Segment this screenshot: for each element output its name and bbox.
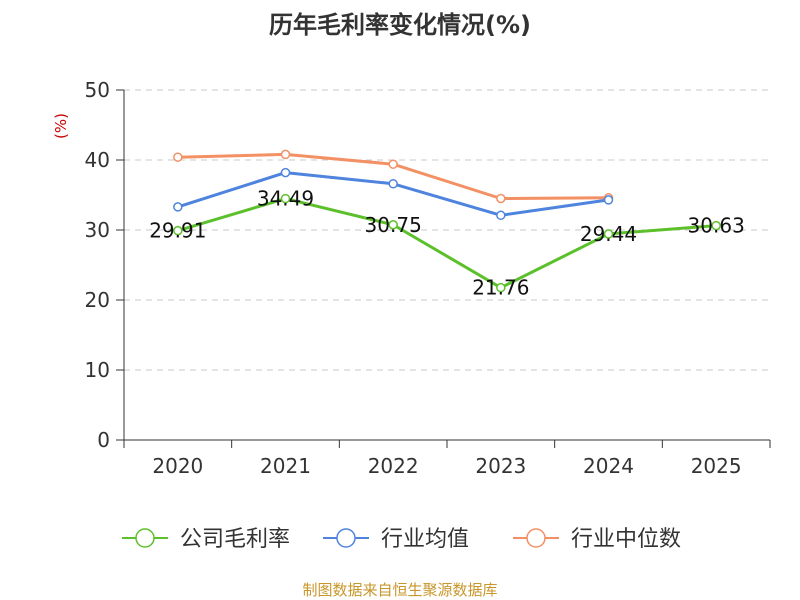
y-tick-label: 40 (85, 148, 110, 172)
data-label: 34.49 (257, 187, 314, 211)
series-line (177, 171, 609, 217)
legend-marker-icon (526, 528, 546, 548)
data-point[interactable] (603, 229, 614, 239)
x-tick-label: 2020 (152, 454, 203, 478)
data-point[interactable] (280, 149, 291, 160)
y-tick-label: 10 (85, 358, 110, 382)
grid-lines (124, 89, 770, 371)
legend-marker-icon (135, 528, 155, 548)
data-label: 30.63 (688, 214, 745, 238)
data-point[interactable] (173, 225, 183, 236)
data-point[interactable] (388, 220, 398, 230)
y-tick-label: 20 (85, 288, 110, 312)
legend-label: 公司毛利率 (180, 527, 290, 552)
y-tick-label: 0 (97, 428, 110, 452)
data-point[interactable] (496, 282, 506, 293)
data-point[interactable] (280, 167, 291, 178)
data-point[interactable] (173, 152, 183, 162)
legend-item[interactable]: 公司毛利率 (122, 527, 290, 552)
y-tick-label: 30 (85, 218, 110, 242)
data-label: 21.76 (472, 276, 529, 300)
series-group (173, 149, 721, 293)
data-label: 29.91 (149, 219, 206, 243)
chart-title: 历年毛利率变化情况(%) (269, 11, 531, 39)
x-tick-label: 2021 (260, 454, 311, 478)
x-tick-label: 2025 (691, 454, 742, 478)
data-labels: 29.91 34.49 30.75 21.76 29.44 30.63 (149, 187, 745, 300)
data-point[interactable] (173, 202, 183, 212)
data-label: 29.44 (580, 222, 637, 246)
data-point[interactable] (496, 193, 506, 204)
axes: 0 10 20 30 40 50 2020 2021 2022 2023 2024 2025 (85, 78, 771, 478)
legend-marker-icon (336, 528, 356, 548)
x-tick-label: 2022 (368, 454, 419, 478)
y-tick-label: 50 (85, 78, 110, 102)
source-note: 制图数据来自恒生聚源数据库 (302, 581, 497, 599)
data-point[interactable] (711, 220, 721, 231)
x-tick-label: 2023 (475, 454, 526, 478)
data-point[interactable] (603, 195, 614, 205)
legend[interactable]: 公司毛利率 行业均值 行业中位数 (122, 527, 681, 552)
legend-label: 行业中位数 (571, 527, 681, 552)
legend-item[interactable]: 行业均值 (323, 527, 469, 552)
data-label: 30.75 (365, 213, 422, 237)
series-line (177, 197, 717, 290)
x-tick-label: 2024 (583, 454, 634, 478)
y-axis-label: (%) (52, 113, 70, 139)
data-point[interactable] (388, 179, 398, 189)
data-point[interactable] (496, 210, 506, 221)
data-point[interactable] (280, 193, 291, 204)
legend-item[interactable]: 行业中位数 (513, 527, 681, 552)
legend-label: 行业均值 (381, 527, 469, 552)
data-point[interactable] (388, 159, 398, 169)
